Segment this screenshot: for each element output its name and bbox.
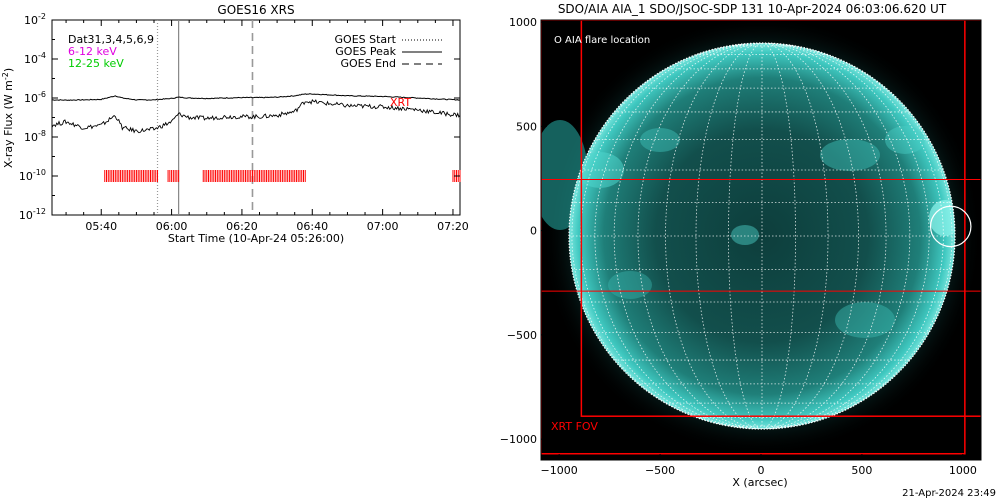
goes-y-tick-label: 10-6 xyxy=(24,90,46,105)
longitude-line xyxy=(761,43,953,429)
aia-x-axis-label: X (arcsec) xyxy=(732,476,787,489)
xrt-fov-box xyxy=(580,20,981,417)
goes-x-tick-label: 06:40 xyxy=(296,220,328,233)
xrt-fov-overlay xyxy=(541,20,981,455)
goes-y-tick-label: 10-12 xyxy=(19,207,46,222)
aia-y-tick-label: −500 xyxy=(507,329,537,342)
aia-x-tick-label: 500 xyxy=(851,464,872,477)
aia-y-tick-label: 0 xyxy=(530,225,537,238)
goes-x-tick-label: 06:00 xyxy=(156,220,188,233)
footer-timestamp: 21-Apr-2024 23:49 xyxy=(902,488,996,499)
longitude-line xyxy=(571,43,763,429)
goes-long-channel-line xyxy=(52,93,460,101)
aia-image-panel: SDO/AIA AIA_1 SDO/JSOC-SDP 131 10-Apr-20… xyxy=(500,2,982,489)
active-regions xyxy=(576,126,955,338)
goes-legend-right: GOES Start GOES Peak GOES End xyxy=(335,33,442,70)
longitude-line xyxy=(761,43,796,429)
longitude-line xyxy=(594,43,763,429)
legend-goes-peak: GOES Peak xyxy=(335,45,396,58)
legend-datasets: Dat31,3,4,5,6,9 xyxy=(68,33,154,46)
longitude-line xyxy=(761,43,829,429)
longitude-line xyxy=(580,43,763,429)
longitude-line xyxy=(761,43,930,429)
goes-event-lines xyxy=(156,20,254,215)
goes-y-tick-label: 10-8 xyxy=(24,129,46,144)
goes-x-tick-label: 06:20 xyxy=(226,220,258,233)
goes-short-channel-line xyxy=(52,98,460,134)
longitude-line xyxy=(728,43,763,429)
solar-image xyxy=(541,20,981,456)
goes-legend-left: Dat31,3,4,5,6,9 6-12 keV 12-25 keV xyxy=(68,33,154,70)
legend-12-25-kev: 12-25 keV xyxy=(68,57,124,70)
goes-x-tick-label: 07:00 xyxy=(367,220,399,233)
goes-y-tick-label: 10-4 xyxy=(24,51,46,66)
aia-x-tick-label: −1000 xyxy=(541,464,578,477)
aia-y-axis: −1000 −500 0 500 1000 xyxy=(500,16,547,446)
goes-x-axis: 05:40 06:00 06:20 06:40 07:00 07:20 xyxy=(65,20,469,233)
flare-location-legend: O AIA flare location xyxy=(554,35,650,46)
aia-y-tick-label: −1000 xyxy=(500,433,537,446)
aia-x-axis: −1000 −500 0 500 1000 xyxy=(541,454,977,477)
aia-x-tick-label: −500 xyxy=(645,464,675,477)
longitude-line xyxy=(637,43,763,429)
legend-6-12-kev: 6-12 keV xyxy=(68,45,117,58)
aia-x-tick-label: 0 xyxy=(758,464,765,477)
legend-goes-end: GOES End xyxy=(340,57,396,70)
aia-x-tick-label: 1000 xyxy=(949,464,977,477)
longitude-line xyxy=(761,43,944,429)
goes-x-axis-label: Start Time (10-Apr-24 05:26:00) xyxy=(168,232,344,245)
goes-x-tick-label: 07:20 xyxy=(437,220,469,233)
heliographic-grid xyxy=(569,43,955,429)
solar-limb xyxy=(568,42,956,430)
aia-image-title: SDO/AIA AIA_1 SDO/JSOC-SDP 131 10-Apr-20… xyxy=(558,2,947,16)
longitude-line xyxy=(695,43,763,429)
goes-y-axis-label: X-ray Flux (W m-2) xyxy=(1,68,15,168)
goes-flux-series xyxy=(52,93,460,134)
flare-location-circle xyxy=(929,205,972,248)
goes-x-tick-label: 05:40 xyxy=(85,220,117,233)
goes-y-tick-label: 10-2 xyxy=(24,12,46,27)
legend-goes-start: GOES Start xyxy=(335,33,397,46)
xrt-fov-label: XRT FOV xyxy=(551,420,598,433)
longitude-line xyxy=(761,43,887,429)
aia-y-tick-label: 1000 xyxy=(509,16,537,29)
goes-y-tick-label: 10-10 xyxy=(19,168,46,183)
xrt-label: XRT xyxy=(390,96,411,109)
goes-plot-title: GOES16 XRS xyxy=(217,3,294,17)
aia-y-tick-label: 500 xyxy=(516,120,537,133)
xrt-observation-bars xyxy=(104,170,461,182)
xrt-fov-box xyxy=(541,20,966,455)
goes-xrs-panel: GOES16 XRS 10-12 10-10 10-8 10-6 10-4 10-2 05… xyxy=(1,3,469,245)
